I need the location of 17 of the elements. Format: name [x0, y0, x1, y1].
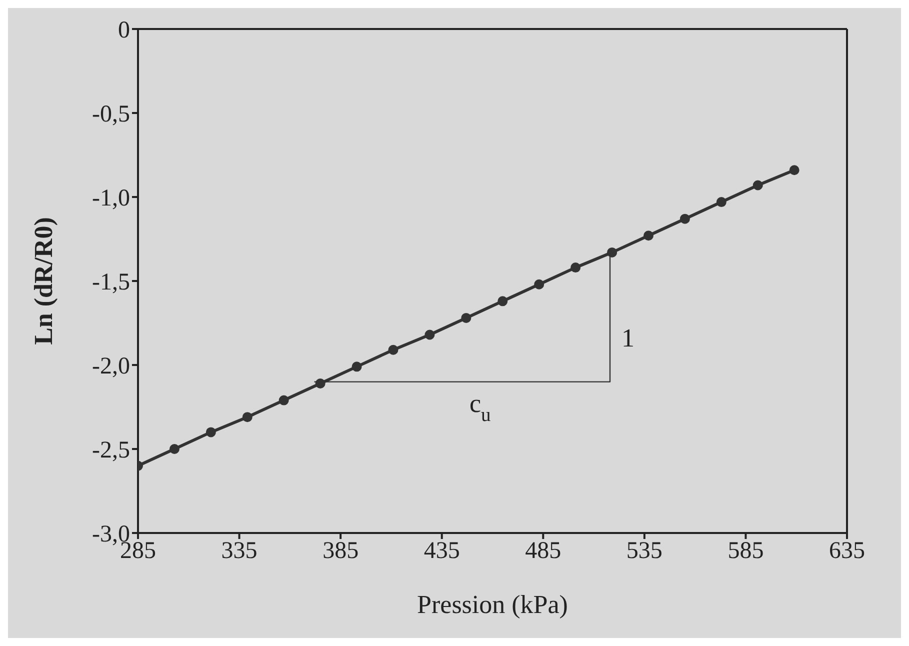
y-axis-title: Ln (dR/R0)	[29, 217, 58, 345]
annotation: 1	[621, 323, 634, 352]
y-tick-label: -2,0	[92, 354, 130, 380]
y-tick-label: -0,5	[92, 102, 130, 128]
x-tick-label: 335	[221, 538, 258, 564]
y-tick-label: -2,5	[92, 438, 130, 464]
x-tick-label: 635	[829, 538, 865, 564]
y-tick-label: -1,0	[92, 186, 130, 212]
x-tick-label: 535	[626, 538, 662, 564]
x-axis-title: Pression (kPa)	[417, 590, 568, 619]
y-tick-label: -1,5	[92, 270, 130, 296]
x-tick-label: 435	[424, 538, 460, 564]
x-tick-label: 485	[525, 538, 562, 564]
x-tick-label: 585	[728, 538, 764, 564]
x-tick-label: 385	[322, 538, 359, 564]
annotation: c$_{u}$	[469, 388, 492, 426]
y-tick-label: 0	[118, 18, 130, 44]
